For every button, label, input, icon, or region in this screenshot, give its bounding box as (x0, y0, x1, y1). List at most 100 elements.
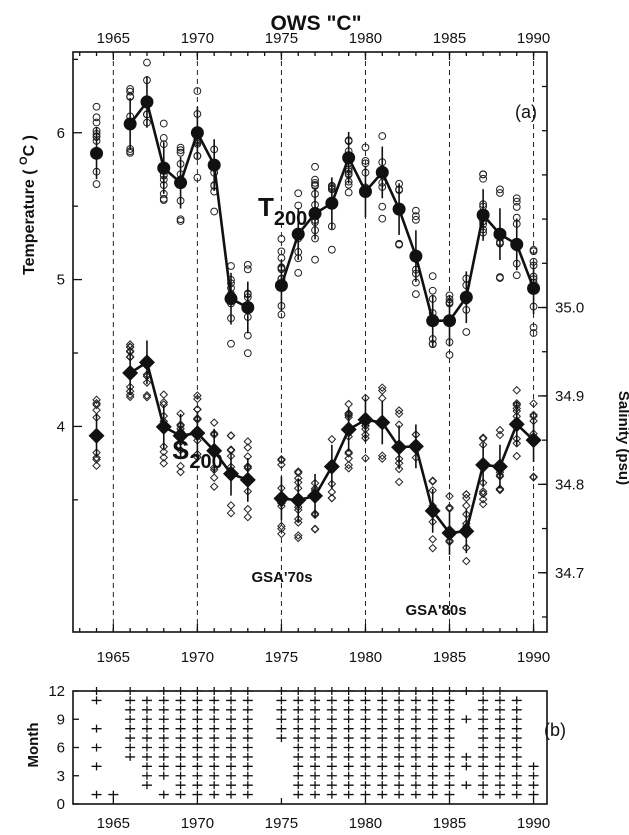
figure-title: OWS "C" (270, 12, 361, 35)
s200-observation (159, 397, 169, 407)
s200-observation (125, 390, 135, 400)
sampling-month-mark (158, 771, 169, 780)
sampling-month-mark (310, 696, 321, 705)
s200-observation (478, 494, 488, 504)
sampling-month-mark (192, 781, 203, 790)
s200-observation (428, 543, 438, 553)
panel-b-y-tick-label: 6 (57, 740, 65, 757)
t200-observation (176, 143, 185, 152)
s200-observation (344, 447, 353, 457)
t200-mean-point (392, 202, 406, 216)
sampling-month-mark (192, 705, 203, 714)
sampling-month-mark (158, 724, 169, 733)
sampling-month-mark (410, 724, 421, 733)
t200-mean-point (140, 95, 154, 109)
s200-observation (277, 529, 286, 539)
s200-observation (327, 493, 337, 503)
s200-observation (495, 485, 505, 495)
sampling-month-mark (511, 705, 522, 714)
t200-observation (428, 286, 437, 295)
t200-mean-point (358, 184, 372, 198)
sampling-month-mark (310, 762, 321, 771)
t200-observation (529, 323, 538, 332)
sampling-month-mark (125, 724, 136, 733)
sampling-month-mark (192, 771, 203, 780)
s200-observation (243, 504, 253, 514)
t200-observation (512, 197, 521, 206)
sampling-month-mark (175, 734, 186, 743)
t200-observation (176, 146, 185, 155)
t200-mean-point (476, 208, 490, 222)
sampling-month-mark (310, 743, 321, 752)
t200-observation (92, 102, 101, 111)
sampling-month-mark (125, 687, 136, 695)
s200-observation (176, 461, 185, 471)
s200-observation (193, 391, 202, 400)
t200-observation (277, 247, 286, 256)
s200-mean-point (273, 490, 290, 507)
sampling-month-mark (310, 734, 321, 743)
sampling-month-mark (494, 724, 505, 733)
sampling-month-mark (326, 696, 337, 705)
sampling-month-mark (427, 724, 438, 733)
sampling-month-mark (360, 705, 371, 714)
s200-mean-point (88, 427, 105, 444)
sampling-month-mark (394, 790, 405, 799)
sampling-month-mark (141, 696, 152, 705)
s200-observation (310, 525, 320, 534)
sampling-month-mark (343, 781, 354, 790)
sampling-month-mark (175, 705, 186, 714)
sampling-month-mark (226, 752, 236, 761)
t200-observation (445, 350, 454, 359)
panel-b-x-tick-label: 1970 (181, 815, 214, 832)
sampling-month-mark (226, 762, 236, 771)
s200-observation (445, 503, 454, 512)
panel-b-x-tick-label: 1990 (517, 815, 550, 832)
sampling-month-mark (125, 743, 136, 752)
sampling-month-mark (511, 743, 522, 752)
sampling-month-mark (293, 734, 304, 743)
s200-observation (159, 442, 169, 451)
sampling-month-mark (377, 724, 388, 733)
t200-observation (512, 271, 521, 280)
sampling-month-mark (242, 705, 253, 714)
sampling-month-mark (141, 771, 152, 780)
sampling-month-mark (427, 743, 438, 752)
s200-observation (293, 518, 303, 527)
s200-observation (193, 449, 202, 459)
sampling-month-mark (377, 743, 388, 752)
sampling-month-mark (494, 705, 505, 714)
t200-observation (243, 349, 252, 358)
sampling-month-mark (360, 790, 371, 799)
sampling-month-mark (310, 724, 321, 733)
t200-mean-point (174, 176, 188, 190)
sampling-month-mark (242, 687, 253, 695)
sampling-month-mark (511, 715, 522, 724)
x-tick-label-top: 1990 (517, 30, 550, 47)
sampling-month-mark (310, 771, 321, 780)
sampling-month-mark (125, 715, 136, 724)
s200-observation (92, 398, 101, 408)
sampling-month-mark (141, 734, 152, 743)
sampling-month-mark (209, 771, 220, 780)
t200-line (280, 154, 535, 323)
sampling-month-mark (360, 715, 371, 724)
panel-a-series (88, 76, 542, 555)
sampling-month-mark (192, 734, 203, 743)
t200-observation (92, 113, 101, 122)
t200-observation (193, 173, 202, 182)
t200-observation (496, 274, 504, 282)
sampling-month-mark (209, 687, 220, 695)
t200-observation (159, 119, 168, 128)
sampling-month-mark (410, 687, 421, 695)
t200-observation (294, 189, 303, 198)
sampling-month-mark (192, 715, 203, 724)
sampling-month-mark (494, 790, 505, 799)
sampling-month-mark (125, 734, 136, 743)
sampling-month-mark (494, 734, 505, 743)
s200-observation (495, 430, 505, 440)
s200-observation (344, 454, 353, 463)
sampling-month-mark (343, 743, 354, 752)
s200-observation (344, 449, 353, 458)
s200-mean-point (458, 523, 475, 540)
